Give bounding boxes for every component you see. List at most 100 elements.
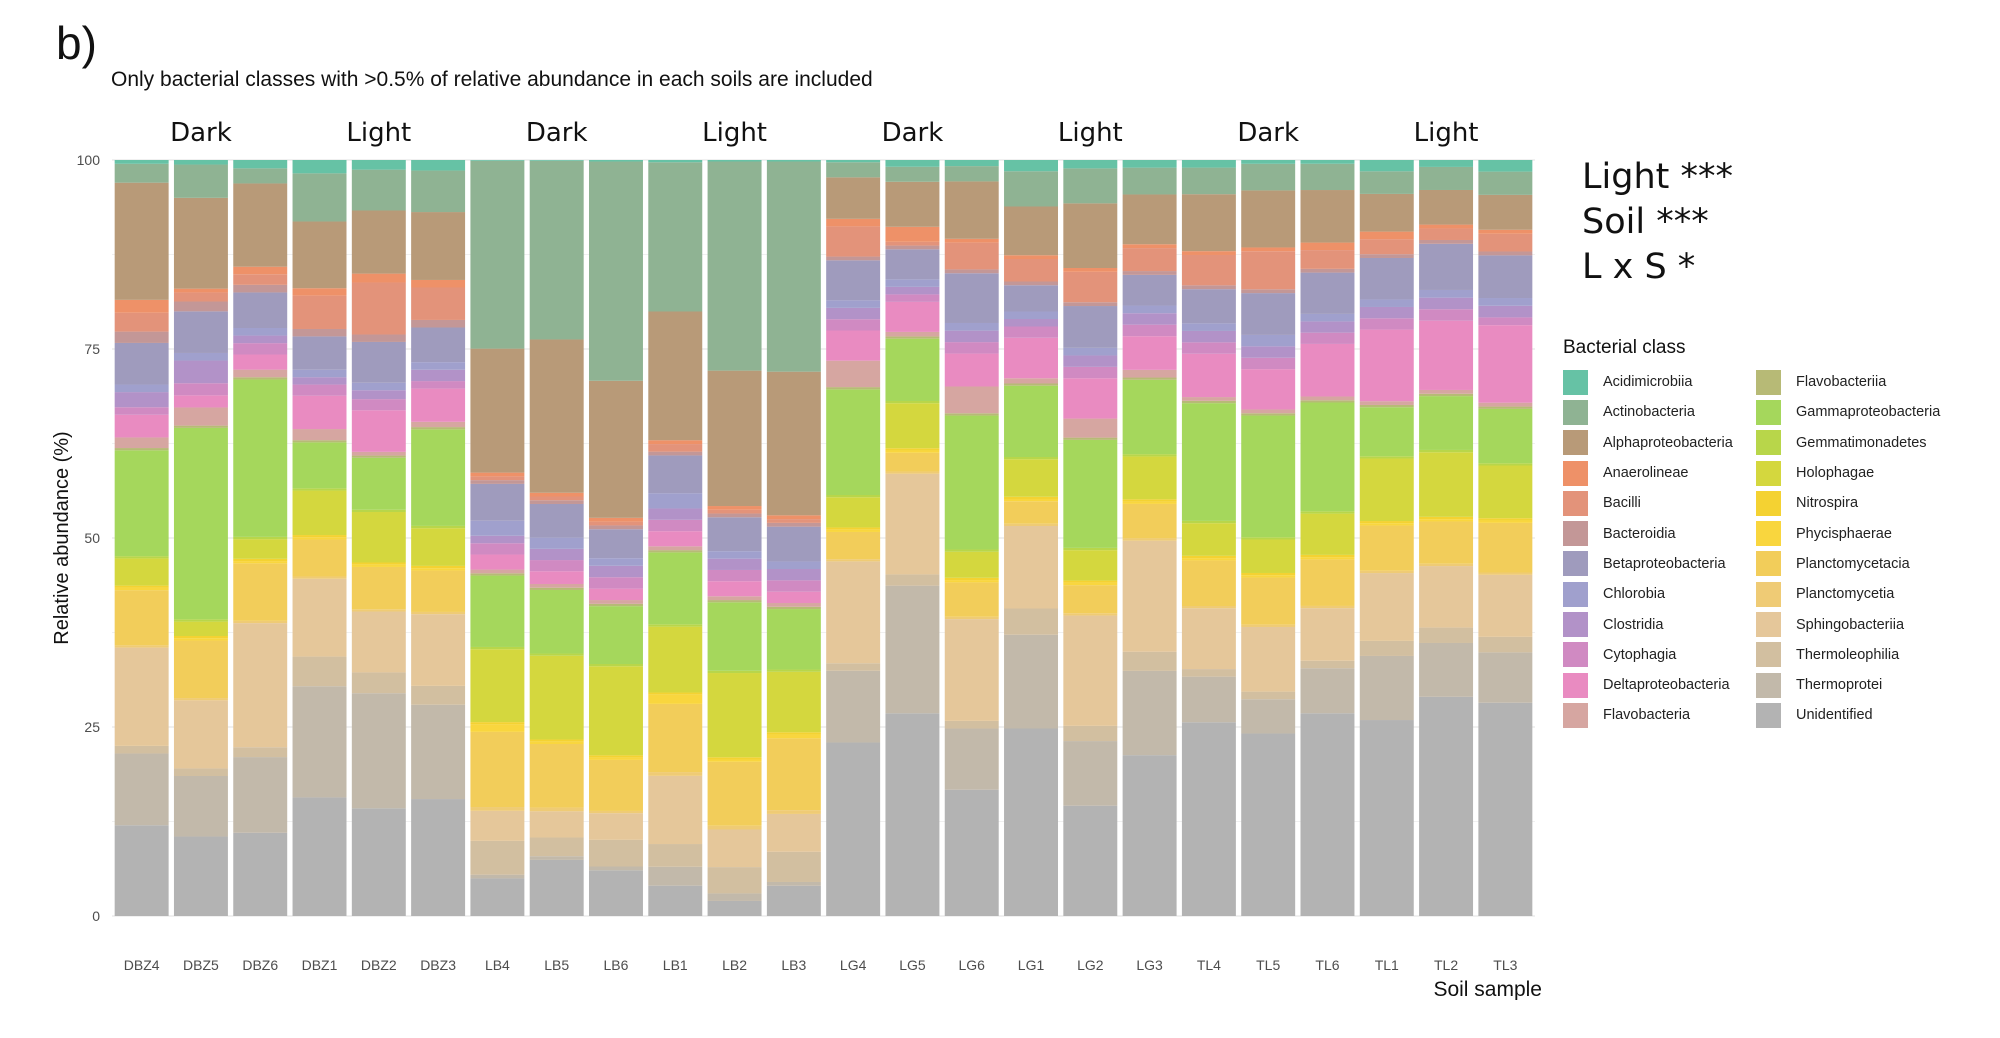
bar-segment xyxy=(114,407,169,415)
legend-swatch xyxy=(1756,521,1781,547)
bar-segment xyxy=(885,166,940,182)
bar-segment xyxy=(648,885,703,916)
legend-swatch xyxy=(1756,672,1781,698)
bar-segment xyxy=(1478,465,1533,519)
bar-segment xyxy=(351,399,406,411)
bar-segment xyxy=(885,294,940,302)
legend-swatch xyxy=(1563,702,1588,728)
bar-segment xyxy=(1300,559,1355,606)
bar-segment xyxy=(1359,329,1414,402)
bar-segment xyxy=(529,653,584,656)
bar-segment xyxy=(766,526,821,562)
bar-segment xyxy=(173,768,228,776)
bar-segment xyxy=(1478,171,1533,195)
bar-segment xyxy=(826,494,881,498)
bar-segment xyxy=(707,558,762,570)
y-tick-label: 50 xyxy=(84,530,100,546)
bar-segment xyxy=(1419,297,1474,310)
bar-segment xyxy=(885,331,940,337)
bar-segment xyxy=(648,546,703,551)
legend-item: Flavobacteria xyxy=(1563,700,1733,730)
bar-segment xyxy=(1241,160,1296,164)
bar-segment xyxy=(233,561,288,564)
bar-segment xyxy=(1004,281,1058,286)
bar-segment xyxy=(529,811,584,838)
bar-segment xyxy=(173,383,228,396)
bar-segment xyxy=(1063,439,1118,548)
bar-segment xyxy=(114,645,169,648)
bar-segment xyxy=(1241,413,1296,416)
bar-segment xyxy=(1181,194,1236,252)
bar-segment xyxy=(1419,519,1474,522)
bar-segment xyxy=(1122,499,1177,502)
bar-segment xyxy=(766,813,821,852)
bar-segment xyxy=(1419,224,1474,229)
bar-segment xyxy=(707,829,762,868)
bar-segment xyxy=(766,591,821,604)
bar-segment xyxy=(648,624,703,627)
bar-segment xyxy=(529,160,584,340)
bar-segment xyxy=(1122,379,1177,455)
bar-segment xyxy=(1300,242,1355,251)
legend-label: Cytophagia xyxy=(1603,646,1677,663)
bar-segment xyxy=(1122,755,1177,916)
bar-segment xyxy=(292,336,347,370)
statistics-annotation: Light *** Soil *** L x S * xyxy=(1582,155,1733,290)
bar-segment xyxy=(885,336,940,339)
bar-segment xyxy=(411,212,466,280)
bar-segment xyxy=(529,492,584,497)
bar-segment xyxy=(826,387,881,390)
bar-segment xyxy=(470,160,525,161)
bar-segment xyxy=(1478,463,1533,466)
bar-segment xyxy=(114,556,169,559)
bar-segment xyxy=(173,636,228,639)
bar-segment xyxy=(1004,728,1058,916)
bar-segment xyxy=(1241,575,1296,578)
bar-segment xyxy=(589,558,643,566)
x-tick-label: LG2 xyxy=(1077,957,1104,973)
bar-segment xyxy=(1181,160,1236,168)
bar-segment xyxy=(826,319,881,331)
bar-segment xyxy=(114,753,169,826)
legend-label: Clostridia xyxy=(1603,616,1664,633)
legend-swatch xyxy=(1756,642,1781,668)
bar-segment xyxy=(944,789,999,916)
bar-segment xyxy=(944,342,999,354)
bar-segment xyxy=(944,728,999,790)
bar-segment xyxy=(1181,669,1236,677)
bar-segment xyxy=(173,407,228,426)
bar-segment xyxy=(826,559,881,562)
bar-segment xyxy=(292,440,347,443)
bar-segment xyxy=(173,427,228,620)
legend-item: Planctomycetacia xyxy=(1756,549,1940,579)
bar-segment xyxy=(114,587,169,591)
bar-segment xyxy=(1122,377,1177,380)
bar-segment xyxy=(173,311,228,353)
bar-segment xyxy=(766,738,821,811)
bar-segment xyxy=(233,539,288,559)
bar-segment xyxy=(292,535,347,538)
bar-segment xyxy=(351,562,406,565)
bar-segment xyxy=(1004,319,1058,327)
bar-segment xyxy=(1241,163,1296,191)
bar-segment xyxy=(114,745,169,754)
bar-segment xyxy=(411,799,466,916)
bar-segment xyxy=(529,744,584,808)
bar-segment xyxy=(766,580,821,592)
bar-segment xyxy=(1419,642,1474,697)
bar-segment xyxy=(1004,385,1058,457)
bar-segment xyxy=(826,527,881,530)
chart-subtitle: Only bacterial classes with >0.5% of rel… xyxy=(111,68,873,91)
bar-segment xyxy=(233,343,288,355)
bar-segment xyxy=(885,249,940,280)
bar-segment xyxy=(1063,271,1118,303)
bar-segment xyxy=(766,671,821,733)
legend-label: Nitrospira xyxy=(1796,495,1859,512)
legend-swatch xyxy=(1756,460,1781,486)
bar-segment xyxy=(1419,393,1474,397)
bar-segment xyxy=(529,589,584,654)
legend-label: Betaproteobacteria xyxy=(1603,555,1726,572)
legend-item: Flavobacteriia xyxy=(1756,367,1940,397)
bar-segment xyxy=(648,866,703,886)
bar-segment xyxy=(766,732,821,735)
